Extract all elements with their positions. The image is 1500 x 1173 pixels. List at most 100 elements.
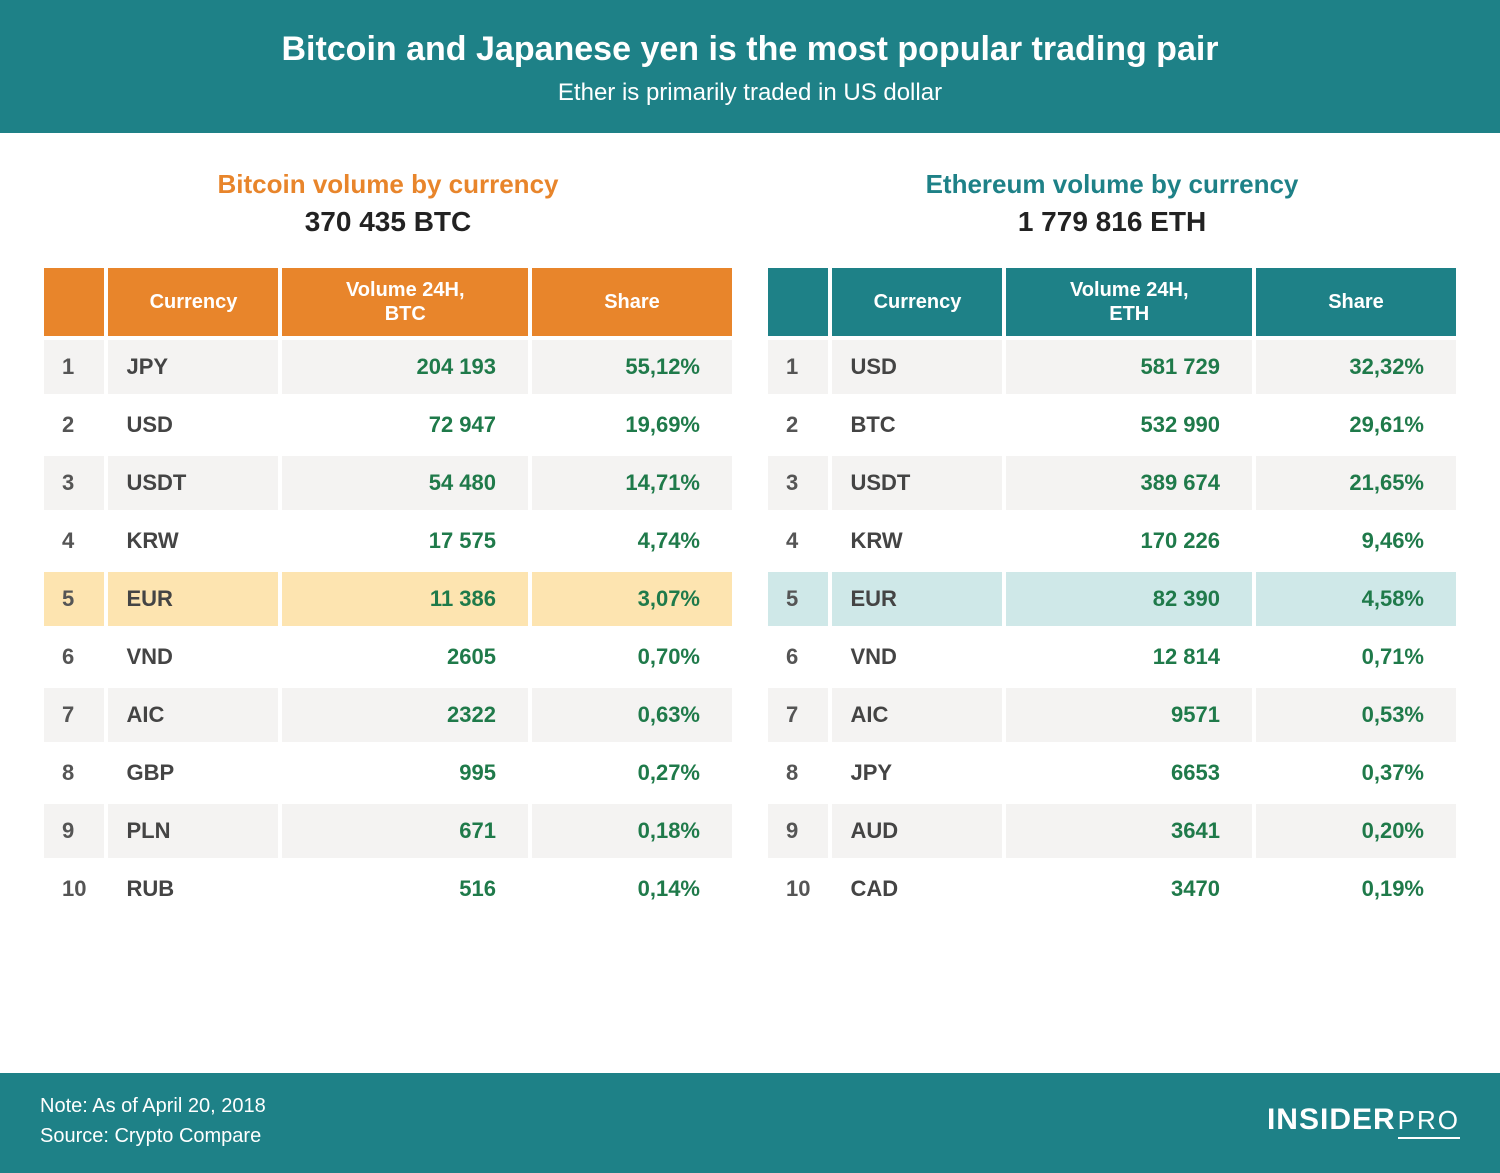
brand-logo: INSIDER PRO bbox=[1267, 1103, 1460, 1139]
table-row: 4KRW170 2269,46% bbox=[768, 514, 1456, 568]
cell-cur: EUR bbox=[108, 572, 278, 626]
cell-shr: 0,20% bbox=[1256, 804, 1456, 858]
header: Bitcoin and Japanese yen is the most pop… bbox=[0, 0, 1500, 135]
main-title: Bitcoin and Japanese yen is the most pop… bbox=[20, 30, 1480, 69]
cell-vol: 995 bbox=[282, 746, 528, 800]
content-area: Bitcoin volume by currency370 435 BTCCur… bbox=[0, 135, 1500, 1073]
cell-rank: 8 bbox=[44, 746, 104, 800]
cell-shr: 4,74% bbox=[532, 514, 732, 568]
bitcoin-panel: Bitcoin volume by currency370 435 BTCCur… bbox=[40, 169, 736, 1053]
cell-shr: 0,14% bbox=[532, 862, 732, 916]
ethereum-total: 1 779 816 ETH bbox=[764, 206, 1460, 238]
brand-pro: PRO bbox=[1398, 1105, 1460, 1139]
cell-vol: 3470 bbox=[1006, 862, 1252, 916]
cell-cur: EUR bbox=[832, 572, 1002, 626]
infographic-container: Bitcoin and Japanese yen is the most pop… bbox=[0, 0, 1500, 1173]
bitcoin-table: CurrencyVolume 24H,BTCShare1JPY204 19355… bbox=[40, 264, 736, 920]
cell-shr: 3,07% bbox=[532, 572, 732, 626]
cell-vol: 72 947 bbox=[282, 398, 528, 452]
cell-cur: VND bbox=[832, 630, 1002, 684]
bitcoin-col-header: Volume 24H,BTC bbox=[282, 268, 528, 336]
table-row: 10RUB5160,14% bbox=[44, 862, 732, 916]
cell-cur: PLN bbox=[108, 804, 278, 858]
cell-rank: 4 bbox=[44, 514, 104, 568]
ethereum-title: Ethereum volume by currency bbox=[764, 169, 1460, 200]
cell-rank: 5 bbox=[768, 572, 828, 626]
cell-cur: RUB bbox=[108, 862, 278, 916]
cell-shr: 55,12% bbox=[532, 340, 732, 394]
cell-vol: 82 390 bbox=[1006, 572, 1252, 626]
cell-vol: 2605 bbox=[282, 630, 528, 684]
cell-cur: AIC bbox=[108, 688, 278, 742]
cell-rank: 8 bbox=[768, 746, 828, 800]
cell-shr: 4,58% bbox=[1256, 572, 1456, 626]
cell-cur: KRW bbox=[832, 514, 1002, 568]
table-row: 10CAD34700,19% bbox=[768, 862, 1456, 916]
cell-vol: 12 814 bbox=[1006, 630, 1252, 684]
cell-cur: USD bbox=[108, 398, 278, 452]
cell-shr: 19,69% bbox=[532, 398, 732, 452]
table-row: 7AIC23220,63% bbox=[44, 688, 732, 742]
bitcoin-col-header bbox=[44, 268, 104, 336]
footer: Note: As of April 20, 2018 Source: Crypt… bbox=[0, 1073, 1500, 1173]
cell-rank: 1 bbox=[768, 340, 828, 394]
cell-shr: 0,53% bbox=[1256, 688, 1456, 742]
cell-shr: 0,27% bbox=[532, 746, 732, 800]
cell-cur: JPY bbox=[108, 340, 278, 394]
cell-rank: 9 bbox=[44, 804, 104, 858]
table-row: 4KRW17 5754,74% bbox=[44, 514, 732, 568]
table-row: 1USD581 72932,32% bbox=[768, 340, 1456, 394]
ethereum-panel: Ethereum volume by currency 1 779 816 ETH… bbox=[764, 169, 1460, 1053]
cell-rank: 3 bbox=[44, 456, 104, 510]
cell-shr: 32,32% bbox=[1256, 340, 1456, 394]
ethereum-col-header: Share bbox=[1256, 268, 1456, 336]
table-row: 5EUR82 3904,58% bbox=[768, 572, 1456, 626]
table-row: 2BTC532 99029,61% bbox=[768, 398, 1456, 452]
footer-note: Note: As of April 20, 2018 bbox=[40, 1091, 266, 1121]
table-row: 6VND26050,70% bbox=[44, 630, 732, 684]
cell-vol: 581 729 bbox=[1006, 340, 1252, 394]
cell-shr: 0,63% bbox=[532, 688, 732, 742]
cell-rank: 10 bbox=[44, 862, 104, 916]
cell-vol: 170 226 bbox=[1006, 514, 1252, 568]
ethereum-panel-head: Ethereum volume by currency 1 779 816 ETH bbox=[764, 169, 1460, 238]
cell-shr: 0,18% bbox=[532, 804, 732, 858]
cell-rank: 3 bbox=[768, 456, 828, 510]
table-row: 2USD72 94719,69% bbox=[44, 398, 732, 452]
table-row: 6VND12 8140,71% bbox=[768, 630, 1456, 684]
cell-cur: VND bbox=[108, 630, 278, 684]
cell-vol: 6653 bbox=[1006, 746, 1252, 800]
cell-rank: 6 bbox=[768, 630, 828, 684]
bitcoin-total: 370 435 BTC bbox=[40, 206, 736, 238]
cell-rank: 1 bbox=[44, 340, 104, 394]
table-row: 8JPY66530,37% bbox=[768, 746, 1456, 800]
cell-cur: GBP bbox=[108, 746, 278, 800]
cell-cur: CAD bbox=[832, 862, 1002, 916]
ethereum-table: CurrencyVolume 24H,ETHShare1USD581 72932… bbox=[764, 264, 1460, 920]
cell-shr: 0,71% bbox=[1256, 630, 1456, 684]
cell-rank: 7 bbox=[768, 688, 828, 742]
cell-rank: 2 bbox=[44, 398, 104, 452]
cell-rank: 10 bbox=[768, 862, 828, 916]
subtitle: Ether is primarily traded in US dollar bbox=[20, 79, 1480, 107]
cell-rank: 5 bbox=[44, 572, 104, 626]
table-row: 8GBP9950,27% bbox=[44, 746, 732, 800]
bitcoin-panel-head: Bitcoin volume by currency370 435 BTC bbox=[40, 169, 736, 238]
footer-source: Source: Crypto Compare bbox=[40, 1121, 266, 1151]
footer-meta: Note: As of April 20, 2018 Source: Crypt… bbox=[40, 1091, 266, 1151]
cell-cur: USD bbox=[832, 340, 1002, 394]
cell-vol: 389 674 bbox=[1006, 456, 1252, 510]
cell-shr: 29,61% bbox=[1256, 398, 1456, 452]
cell-vol: 204 193 bbox=[282, 340, 528, 394]
cell-vol: 3641 bbox=[1006, 804, 1252, 858]
cell-shr: 14,71% bbox=[532, 456, 732, 510]
cell-shr: 21,65% bbox=[1256, 456, 1456, 510]
cell-cur: BTC bbox=[832, 398, 1002, 452]
cell-cur: JPY bbox=[832, 746, 1002, 800]
bitcoin-col-header: Share bbox=[532, 268, 732, 336]
table-row: 1JPY204 19355,12% bbox=[44, 340, 732, 394]
cell-cur: AUD bbox=[832, 804, 1002, 858]
cell-vol: 9571 bbox=[1006, 688, 1252, 742]
table-row: 5EUR11 3863,07% bbox=[44, 572, 732, 626]
table-row: 7AIC95710,53% bbox=[768, 688, 1456, 742]
